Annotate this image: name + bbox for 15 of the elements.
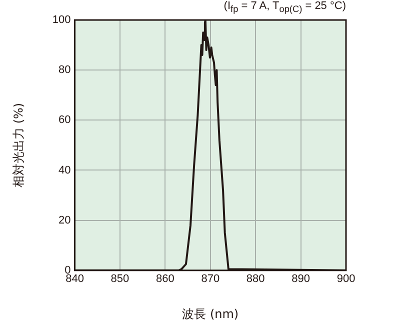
x-tick-label: 850 [110, 273, 130, 286]
x-tick-label: 840 [66, 273, 84, 286]
y-axis-title: 相対光出力 (%) [11, 102, 26, 188]
x-tick-label: 860 [156, 273, 174, 286]
text: (I$_{fp}$ = 7 A, T$_{op(C)}$ = 25 °C) [224, 0, 346, 16]
y-tick-label: 100 [52, 14, 71, 26]
x-tick-label: 880 [246, 273, 265, 286]
y-tick-label: 40 [58, 164, 71, 176]
y-tick-label: 20 [58, 214, 71, 226]
x-tick-label: 870 [201, 273, 220, 286]
x-axis-title: 波長 (nm) [182, 306, 239, 321]
y-tick-label: 60 [58, 114, 71, 126]
x-tick-label: 890 [292, 273, 310, 286]
y-tick-label: 80 [58, 64, 71, 76]
x-tick-label: 900 [336, 273, 356, 286]
